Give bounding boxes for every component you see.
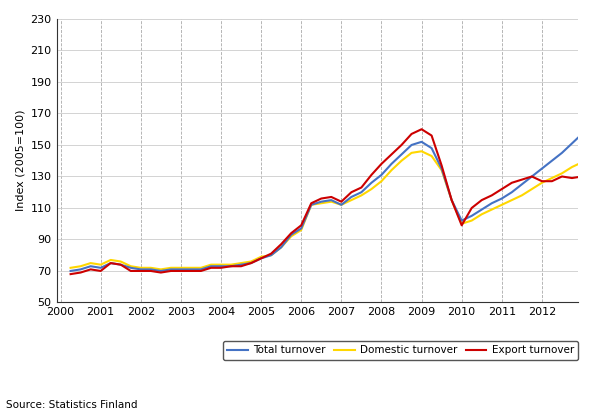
Export turnover <box>308 201 315 206</box>
Export turnover <box>97 268 104 273</box>
Total turnover <box>67 268 74 273</box>
Domestic turnover <box>208 262 215 267</box>
Text: Source: Statistics Finland: Source: Statistics Finland <box>6 400 138 410</box>
Y-axis label: Index (2005=100): Index (2005=100) <box>15 110 25 211</box>
Domestic turnover <box>67 265 74 270</box>
Export turnover <box>458 223 466 228</box>
Total turnover <box>197 267 205 272</box>
Domestic turnover <box>127 264 134 269</box>
Export turnover <box>67 272 74 277</box>
Legend: Total turnover, Domestic turnover, Export turnover: Total turnover, Domestic turnover, Expor… <box>223 341 578 359</box>
Line: Export turnover: Export turnover <box>71 52 593 274</box>
Export turnover <box>87 267 94 272</box>
Domestic turnover <box>157 267 164 272</box>
Domestic turnover <box>278 245 285 250</box>
Export turnover <box>218 265 225 270</box>
Total turnover <box>127 265 134 270</box>
Domestic turnover <box>559 171 566 176</box>
Domestic turnover <box>177 265 184 270</box>
Total turnover <box>549 158 556 163</box>
Export turnover <box>448 198 455 203</box>
Total turnover <box>267 253 275 258</box>
Line: Total turnover: Total turnover <box>71 116 593 271</box>
Total turnover <box>167 267 174 272</box>
Line: Domestic turnover: Domestic turnover <box>71 145 593 270</box>
